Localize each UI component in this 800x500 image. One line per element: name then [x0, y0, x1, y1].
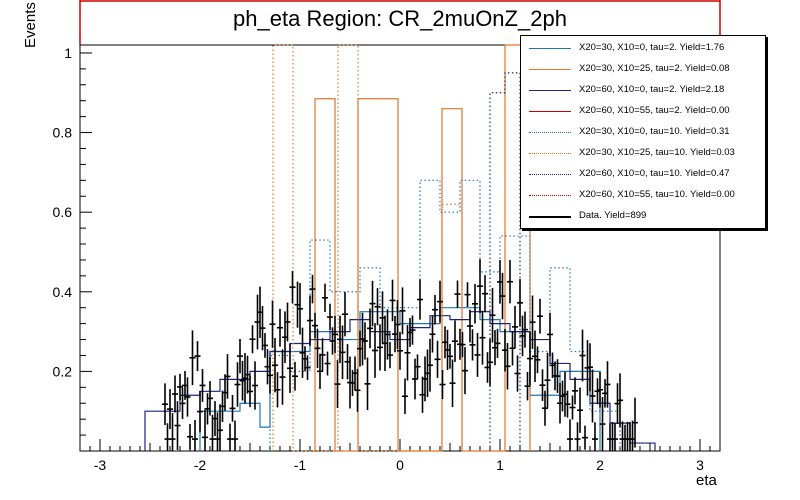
legend-entry: X20=30, X10=25, tau=2. Yield=0.08: [521, 59, 765, 79]
legend-entry: X20=30, X10=0, tau=2. Yield=1.76: [521, 38, 765, 58]
legend-label: X20=60, X10=55, tau=10. Yield=0.00: [579, 189, 735, 200]
chart-title: ph_eta Region: CR_2muOnZ_2ph: [233, 6, 567, 31]
y-tick-label: 0.4: [53, 284, 73, 300]
histogram-series-5: [272, 44, 463, 452]
legend-label: X20=60, X10=0, tau=10. Yield=0.47: [579, 168, 730, 179]
y-tick-label: 0.2: [53, 363, 73, 379]
x-tick-label: 0: [396, 457, 404, 473]
legend-entry: X20=60, X10=55, tau=2. Yield=0.00: [521, 101, 765, 121]
y-tick-label: 1: [64, 45, 72, 61]
legend-label: X20=60, X10=0, tau=2. Yield=2.18: [579, 84, 725, 95]
y-tick-label: 0.8: [53, 125, 73, 141]
legend-entry: X20=30, X10=25, tau=10. Yield=0.03: [521, 143, 765, 163]
histogram-series-1: [314, 44, 531, 452]
legend-entry: X20=60, X10=0, tau=10. Yield=0.47: [521, 164, 765, 184]
x-tick-label: 2: [596, 457, 604, 473]
legend-label: X20=30, X10=25, tau=2. Yield=0.08: [579, 63, 730, 74]
y-tick-label: 0.6: [53, 204, 73, 220]
x-tick-label: -2: [194, 457, 207, 473]
x-tick-label: 3: [696, 457, 704, 473]
legend-label: X20=60, X10=55, tau=2. Yield=0.00: [579, 105, 730, 116]
histogram-series-4: [269, 179, 621, 451]
legend-entry: X20=60, X10=55, tau=10. Yield=0.00: [521, 185, 765, 205]
legend-label: X20=30, X10=0, tau=2. Yield=1.76: [579, 42, 725, 53]
legend: X20=30, X10=0, tau=2. Yield=1.76 X20=30,…: [520, 35, 766, 229]
x-tick-label: 1: [496, 457, 504, 473]
x-axis-label: eta: [696, 472, 717, 489]
x-tick-label: -1: [294, 457, 307, 473]
legend-entry: Data. Yield=899: [521, 206, 765, 226]
legend-entry: X20=60, X10=0, tau=2. Yield=2.18: [521, 80, 765, 100]
y-axis-label: Events: [22, 2, 39, 48]
legend-label: X20=30, X10=25, tau=10. Yield=0.03: [579, 147, 735, 158]
legend-label: Data. Yield=899: [579, 210, 647, 221]
legend-label: X20=30, X10=0, tau=10. Yield=0.31: [579, 126, 730, 137]
legend-entry: X20=30, X10=0, tau=10. Yield=0.31: [521, 122, 765, 142]
x-tick-label: -3: [94, 457, 107, 473]
